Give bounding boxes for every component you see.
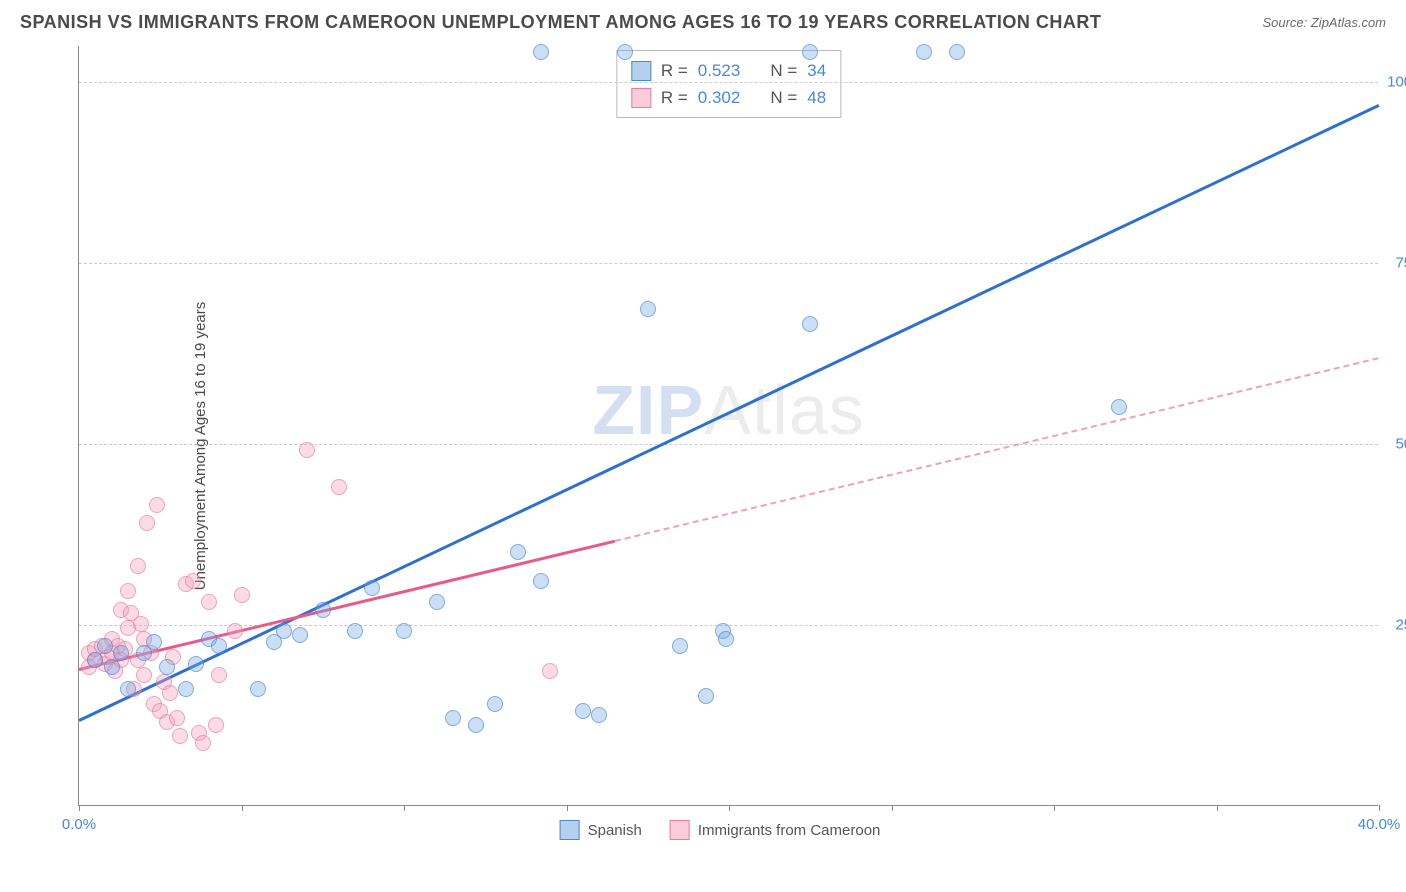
data-point bbox=[234, 587, 250, 603]
data-point bbox=[1111, 399, 1127, 415]
data-point bbox=[172, 728, 188, 744]
data-point bbox=[331, 479, 347, 495]
x-tick bbox=[892, 805, 893, 811]
y-tick-label: 100.0% bbox=[1383, 74, 1406, 91]
data-point bbox=[533, 44, 549, 60]
data-point bbox=[87, 652, 103, 668]
data-point bbox=[542, 663, 558, 679]
swatch-icon bbox=[670, 820, 690, 840]
data-point bbox=[575, 703, 591, 719]
regression-line bbox=[79, 540, 616, 671]
x-tick-label: 0.0% bbox=[62, 816, 96, 833]
data-point bbox=[299, 442, 315, 458]
data-point bbox=[315, 602, 331, 618]
data-point bbox=[468, 717, 484, 733]
data-point bbox=[149, 497, 165, 513]
bottom-legend: Spanish Immigrants from Cameroon bbox=[560, 820, 881, 840]
data-point bbox=[672, 638, 688, 654]
data-point bbox=[364, 580, 380, 596]
data-point bbox=[211, 638, 227, 654]
data-point bbox=[188, 656, 204, 672]
data-point bbox=[159, 659, 175, 675]
data-point bbox=[250, 681, 266, 697]
stats-box: R = 0.523 N = 34 R = 0.302 N = 48 bbox=[616, 50, 841, 118]
data-point bbox=[133, 616, 149, 632]
data-point bbox=[396, 623, 412, 639]
data-point bbox=[162, 685, 178, 701]
data-point bbox=[487, 696, 503, 712]
data-point bbox=[640, 301, 656, 317]
data-point bbox=[120, 583, 136, 599]
x-tick bbox=[567, 805, 568, 811]
data-point bbox=[120, 681, 136, 697]
source-label: Source: ZipAtlas.com bbox=[1262, 15, 1386, 30]
data-point bbox=[718, 631, 734, 647]
data-point bbox=[802, 44, 818, 60]
data-point bbox=[429, 594, 445, 610]
data-point bbox=[208, 717, 224, 733]
stats-row-blue: R = 0.523 N = 34 bbox=[631, 57, 826, 84]
y-tick-label: 75.0% bbox=[1383, 255, 1406, 272]
data-point bbox=[185, 573, 201, 589]
data-point bbox=[949, 44, 965, 60]
x-tick bbox=[1054, 805, 1055, 811]
regression-line bbox=[615, 357, 1379, 542]
page-title: SPANISH VS IMMIGRANTS FROM CAMEROON UNEM… bbox=[20, 12, 1101, 33]
x-tick bbox=[1379, 805, 1380, 811]
data-point bbox=[617, 44, 633, 60]
y-tick-label: 25.0% bbox=[1383, 617, 1406, 634]
data-point bbox=[178, 681, 194, 697]
swatch-icon bbox=[631, 88, 651, 108]
data-point bbox=[169, 710, 185, 726]
gridline-h bbox=[79, 444, 1378, 445]
swatch-icon bbox=[560, 820, 580, 840]
gridline-h bbox=[79, 82, 1378, 83]
data-point bbox=[201, 594, 217, 610]
x-tick bbox=[729, 805, 730, 811]
x-tick bbox=[404, 805, 405, 811]
x-tick-label: 40.0% bbox=[1358, 816, 1401, 833]
data-point bbox=[347, 623, 363, 639]
data-point bbox=[227, 623, 243, 639]
data-point bbox=[139, 515, 155, 531]
data-point bbox=[276, 623, 292, 639]
data-point bbox=[510, 544, 526, 560]
scatter-plot: ZIPAtlas R = 0.523 N = 34 R = 0.302 N = … bbox=[78, 46, 1378, 806]
data-point bbox=[113, 645, 129, 661]
data-point bbox=[146, 634, 162, 650]
data-point bbox=[698, 688, 714, 704]
data-point bbox=[916, 44, 932, 60]
x-tick bbox=[1217, 805, 1218, 811]
x-tick bbox=[79, 805, 80, 811]
gridline-h bbox=[79, 263, 1378, 264]
stats-row-pink: R = 0.302 N = 48 bbox=[631, 84, 826, 111]
data-point bbox=[104, 659, 120, 675]
data-point bbox=[195, 735, 211, 751]
chart-area: Unemployment Among Ages 16 to 19 years Z… bbox=[50, 46, 1390, 846]
data-point bbox=[97, 638, 113, 654]
swatch-icon bbox=[631, 61, 651, 81]
legend-item-cameroon: Immigrants from Cameroon bbox=[670, 820, 881, 840]
data-point bbox=[136, 667, 152, 683]
data-point bbox=[591, 707, 607, 723]
data-point bbox=[211, 667, 227, 683]
data-point bbox=[802, 316, 818, 332]
data-point bbox=[445, 710, 461, 726]
x-tick bbox=[242, 805, 243, 811]
legend-item-spanish: Spanish bbox=[560, 820, 642, 840]
data-point bbox=[533, 573, 549, 589]
data-point bbox=[292, 627, 308, 643]
y-tick-label: 50.0% bbox=[1383, 436, 1406, 453]
data-point bbox=[130, 558, 146, 574]
